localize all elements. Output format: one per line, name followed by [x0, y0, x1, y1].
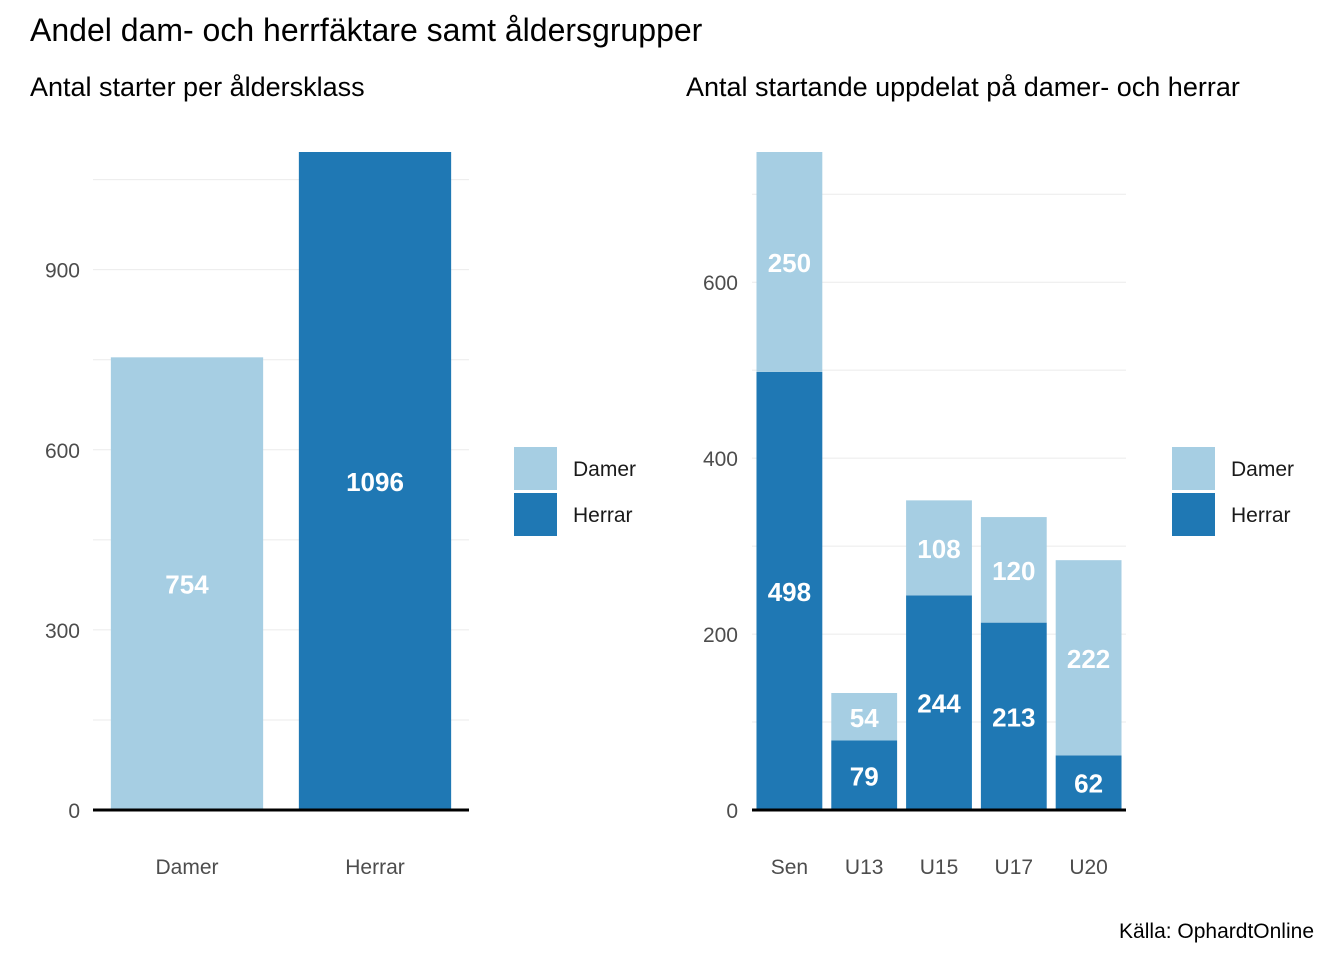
y-tick-label: 200: [703, 624, 738, 647]
legend-key-herrar: [514, 493, 557, 536]
bar-u20-herrar: [1055, 755, 1122, 810]
data-label: 222: [1067, 644, 1110, 674]
y-tick-label: 400: [703, 448, 738, 471]
y-tick-label: 600: [703, 272, 738, 295]
data-label: 108: [917, 534, 960, 564]
bar-sen-damer: [756, 152, 823, 372]
right-chart-title: Antal startande uppdelat på damer- och h…: [686, 72, 1240, 102]
x-tick-label: U15: [920, 856, 959, 879]
y-tick-label: 600: [45, 440, 80, 463]
data-label: 498: [768, 577, 811, 607]
bar-u15-herrar: [906, 595, 972, 810]
bar-sen-herrar: [756, 371, 823, 810]
y-tick-label: 0: [68, 800, 80, 823]
right-chart: 0 200 400 600 498 250 Sen 79 54 U13 244 108 U15 213 12…: [703, 152, 1294, 879]
bar-u15-damer: [906, 500, 972, 596]
bar-u20-damer: [1055, 560, 1122, 756]
data-label: 213: [992, 702, 1035, 732]
x-tick-label: U20: [1069, 856, 1108, 879]
left-chart-title: Antal starter per åldersklass: [30, 72, 365, 102]
data-label: 120: [992, 556, 1035, 586]
legend-label-damer: Damer: [573, 458, 636, 481]
bar-damer: [110, 357, 264, 810]
bar-u17-herrar: [980, 622, 1047, 810]
y-tick-label: 900: [45, 260, 80, 283]
bar-u17-damer: [980, 517, 1047, 623]
data-label: 250: [768, 248, 811, 278]
legend-key-herrar: [1172, 493, 1215, 536]
bar-herrar: [298, 152, 452, 810]
x-tick-label: Herrar: [345, 856, 405, 879]
x-tick-label: Sen: [771, 856, 808, 879]
data-label: 1096: [346, 467, 404, 497]
data-label: 79: [850, 761, 879, 791]
legend-label-herrar: Herrar: [1231, 504, 1291, 527]
data-label: 754: [165, 570, 209, 600]
x-tick-label: Damer: [155, 856, 218, 879]
data-label: 244: [917, 689, 961, 719]
main-title: Andel dam- och herrfäktare samt åldersgr…: [30, 12, 703, 48]
data-label: 54: [850, 703, 879, 733]
legend-key-damer: [1172, 447, 1215, 490]
legend-label-damer: Damer: [1231, 458, 1294, 481]
y-tick-label: 300: [45, 620, 80, 643]
y-tick-label: 0: [726, 800, 738, 823]
left-chart: 0 300 600 900 754 Damer 1096 Herrar Damer Herrar: [45, 152, 636, 879]
data-label: 62: [1074, 769, 1103, 799]
source-note: Källa: OphardtOnline: [1119, 920, 1314, 943]
x-tick-label: U17: [995, 856, 1034, 879]
bar-u13-herrar: [831, 740, 898, 810]
bar-u13-damer: [831, 693, 898, 741]
legend-label-herrar: Herrar: [573, 504, 633, 527]
legend-key-damer: [514, 447, 557, 490]
x-tick-label: U13: [845, 856, 884, 879]
